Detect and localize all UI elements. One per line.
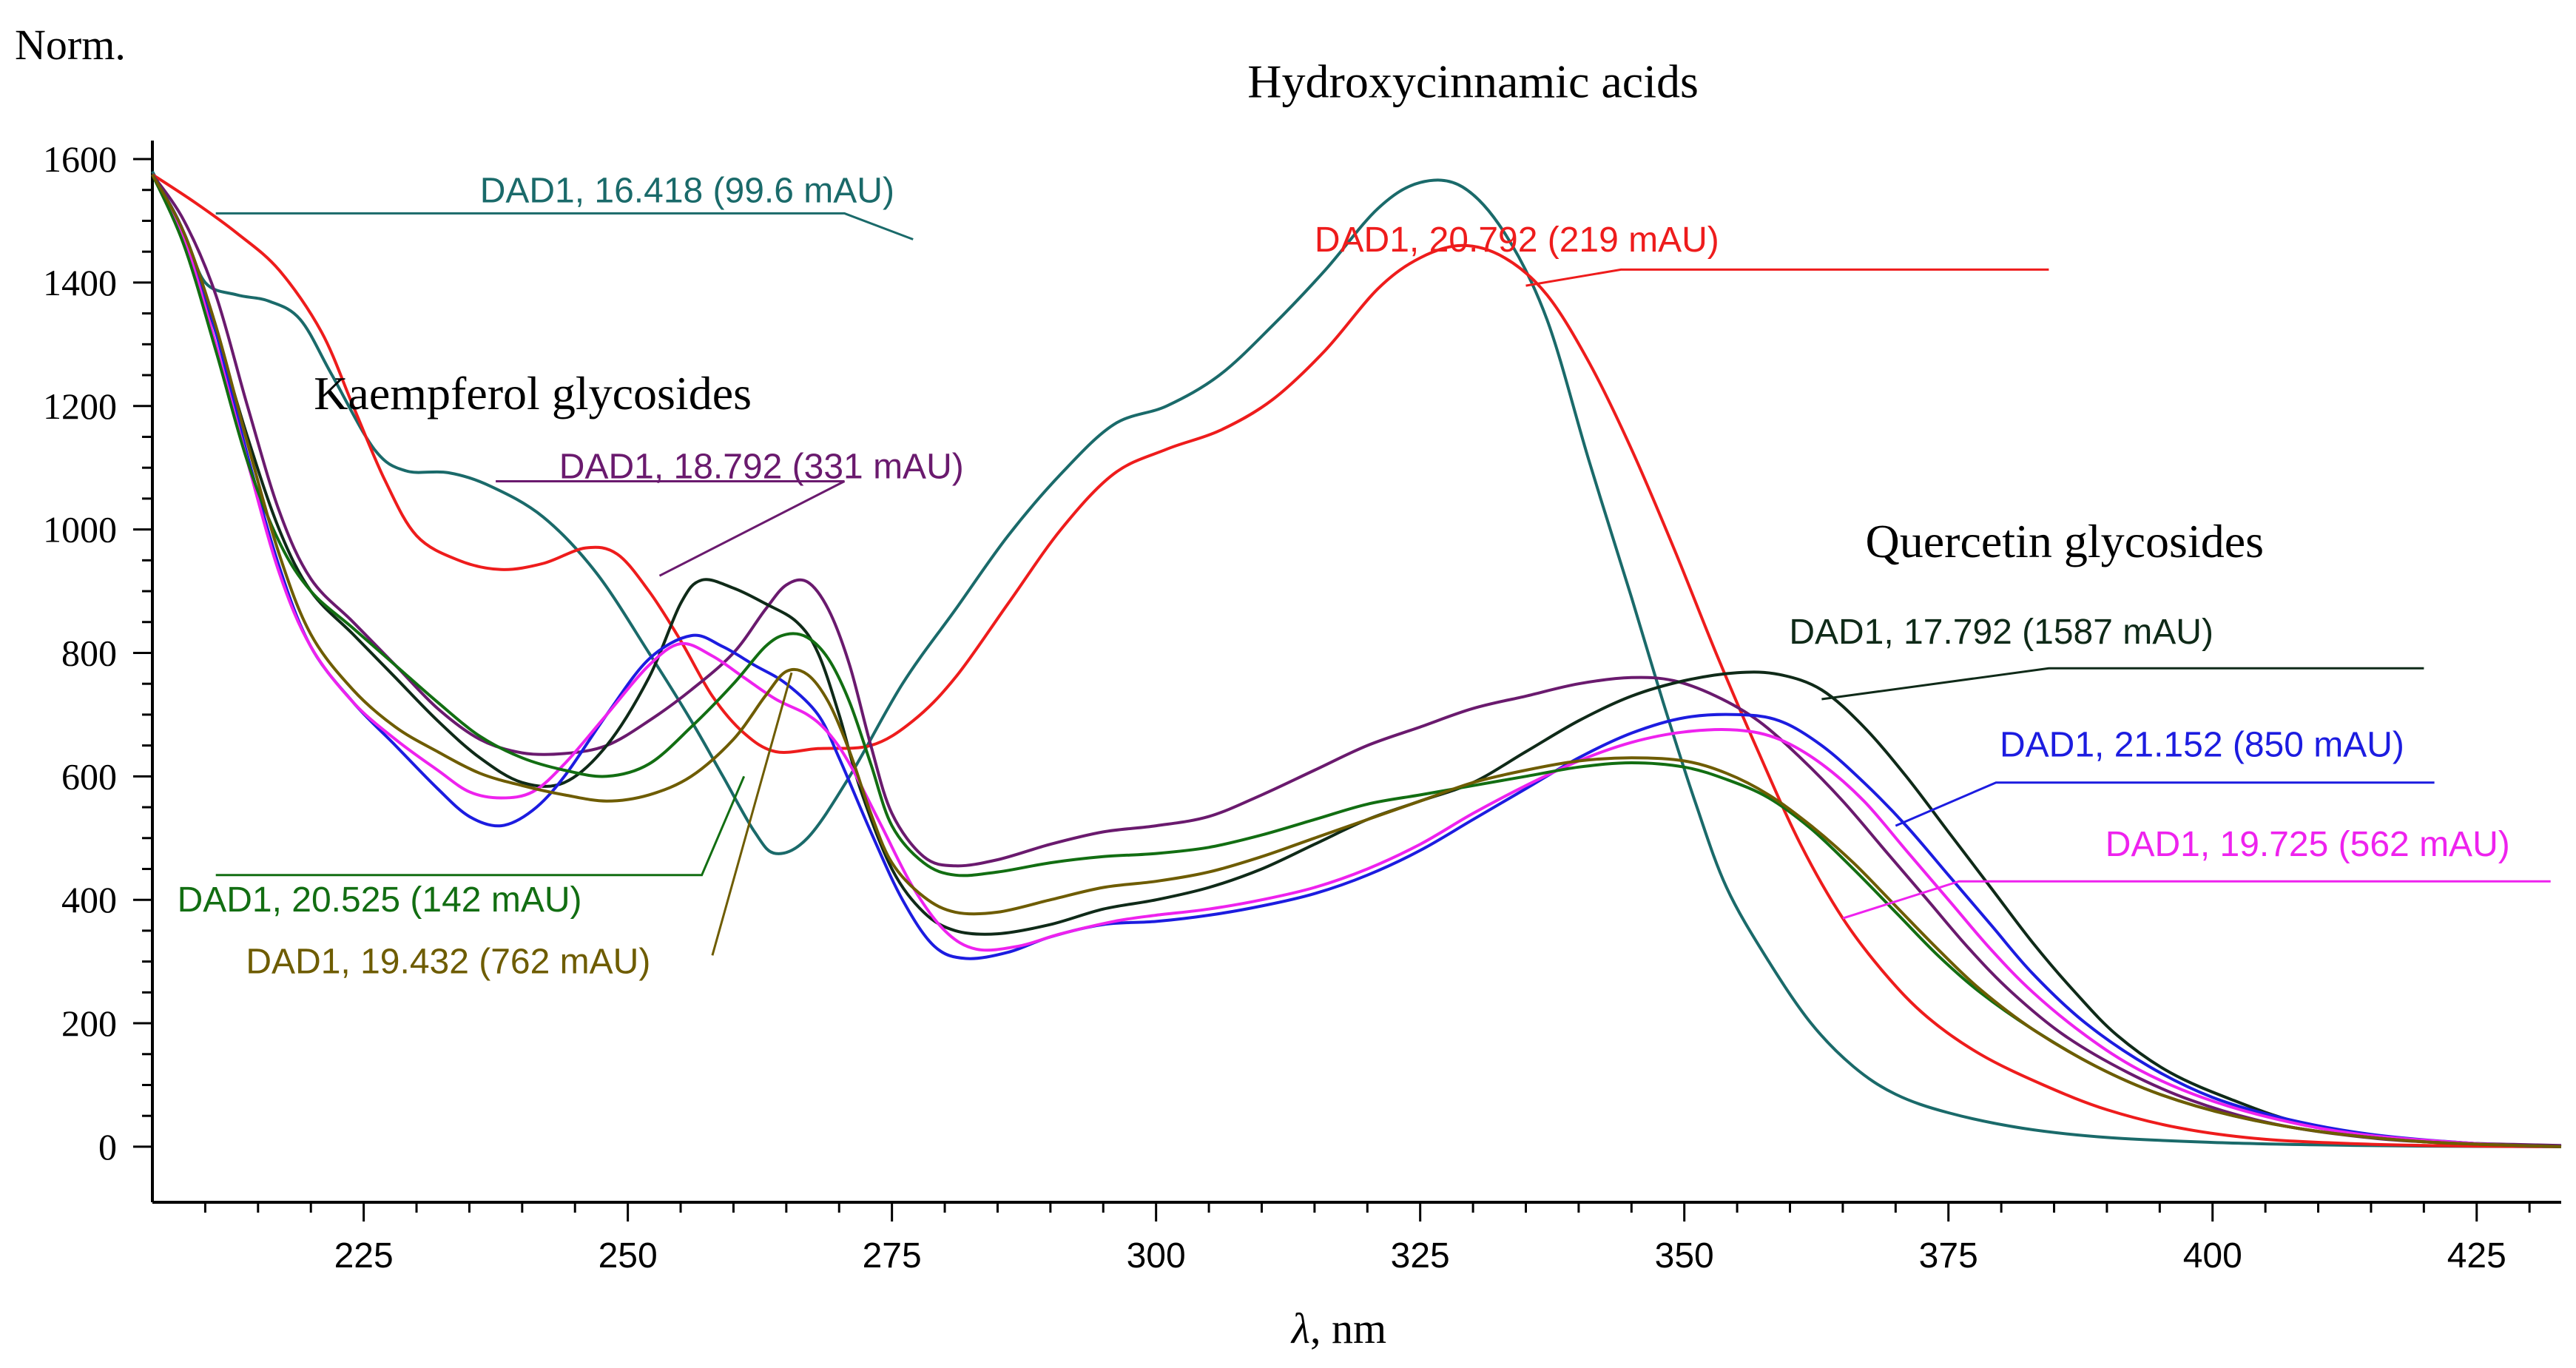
group-annotation: Quercetin glycosides bbox=[1866, 515, 2265, 567]
series-label: DAD1, 20.792 (219 mAU) bbox=[1315, 220, 1719, 260]
x-tick-label: 375 bbox=[1919, 1236, 1978, 1276]
x-tick-label: 425 bbox=[2447, 1236, 2506, 1276]
series-line bbox=[151, 173, 2562, 1148]
x-tick-label: 350 bbox=[1655, 1236, 1714, 1276]
series-line bbox=[151, 174, 2562, 1148]
series-leader-line bbox=[1842, 880, 2551, 920]
series-leader-line bbox=[215, 775, 746, 877]
group-annotation: Kaempferol glycosides bbox=[314, 367, 752, 420]
y-tick-label: 1600 bbox=[43, 138, 117, 180]
annotation-layer: Hydroxycinnamic acids Kaempferol glycosid… bbox=[314, 55, 2264, 568]
series-line bbox=[151, 173, 2562, 1148]
series-leader-line bbox=[496, 480, 846, 577]
y-tick-label: 0 bbox=[98, 1126, 117, 1167]
y-tick-label: 1200 bbox=[43, 385, 117, 427]
series-line bbox=[151, 174, 2562, 1148]
x-tick-label: 400 bbox=[2183, 1236, 2242, 1276]
series-leader-line bbox=[1525, 268, 2049, 287]
series-leader-line bbox=[711, 672, 793, 956]
series-label: DAD1, 17.792 (1587 mAU) bbox=[1789, 613, 2213, 652]
x-tick-label: 225 bbox=[334, 1236, 394, 1276]
series-layer bbox=[151, 170, 2562, 1148]
series-line bbox=[151, 173, 2562, 1148]
series-label: DAD1, 19.432 (762 mAU) bbox=[246, 942, 650, 981]
x-tick-label: 250 bbox=[599, 1236, 658, 1276]
series-leader-line bbox=[215, 212, 914, 240]
series-label-layer: DAD1, 16.418 (99.6 mAU) DAD1, 20.792 (219… bbox=[178, 171, 2510, 981]
y-tick-label: 1400 bbox=[43, 262, 117, 303]
series-label: DAD1, 21.152 (850 mAU) bbox=[2000, 726, 2404, 765]
y-tick-label: 1000 bbox=[43, 509, 117, 550]
axes: 225 250 275 300 325 350 375 400 425 0 200 400 600 80… bbox=[43, 138, 2561, 1276]
x-ticks: 225 250 275 300 325 350 375 400 425 bbox=[203, 1202, 2531, 1276]
y-tick-label: 600 bbox=[61, 755, 117, 797]
y-tick-label: 800 bbox=[61, 632, 117, 673]
series-leader-line bbox=[1895, 781, 2435, 827]
series-label: DAD1, 19.725 (562 mAU) bbox=[2105, 825, 2510, 864]
series-line bbox=[151, 173, 2562, 1148]
y-tick-label: 200 bbox=[61, 1003, 117, 1044]
series-label: DAD1, 18.792 (331 mAU) bbox=[559, 447, 964, 486]
x-tick-label: 325 bbox=[1391, 1236, 1450, 1276]
group-annotation: Hydroxycinnamic acids bbox=[1247, 55, 1699, 108]
series-leader-line bbox=[1821, 667, 2424, 701]
y-tick-label: 400 bbox=[61, 879, 117, 920]
x-tick-label: 300 bbox=[1127, 1236, 1186, 1276]
y-axis-title: Norm. bbox=[15, 21, 126, 69]
x-axis-title: λ, nm bbox=[1290, 1304, 1386, 1352]
series-line bbox=[151, 174, 2562, 1148]
series-label: DAD1, 20.525 (142 mAU) bbox=[178, 880, 582, 920]
leader-layer bbox=[215, 212, 2551, 956]
series-line bbox=[151, 170, 2562, 1148]
series-label: DAD1, 16.418 (99.6 mAU) bbox=[480, 171, 894, 210]
x-tick-label: 275 bbox=[863, 1236, 922, 1276]
y-ticks: 0 200 400 600 800 1000 1200 1400 1600 bbox=[43, 138, 152, 1167]
